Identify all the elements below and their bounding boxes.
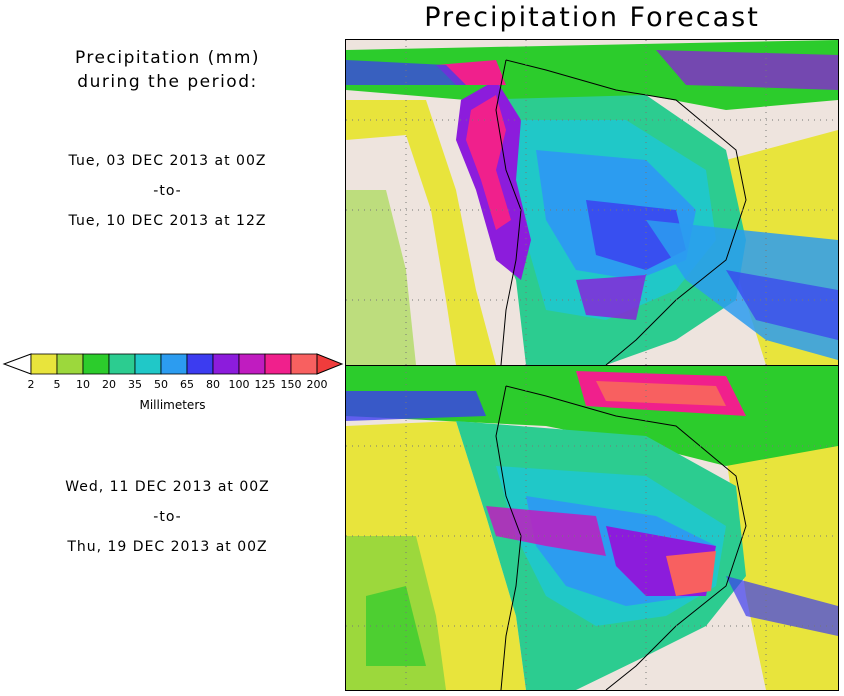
precip-band-heavy xyxy=(726,576,838,636)
period-2-start: Wed, 11 DEC 2013 at 00Z xyxy=(65,479,270,495)
precip-band-very-heavy xyxy=(656,50,838,90)
precip-band-very-heavy xyxy=(576,275,646,320)
precip-band-heavy xyxy=(346,391,486,421)
legend-tick: 10 xyxy=(76,378,90,391)
legend-tick: 200 xyxy=(306,378,328,391)
coastline xyxy=(495,385,747,690)
legend-swatch xyxy=(134,353,162,375)
precip-band-heavy xyxy=(346,60,466,85)
period-2-separator: -to- xyxy=(153,509,182,525)
lat-lon-grid xyxy=(346,40,838,365)
legend-tick: 50 xyxy=(154,378,168,391)
subtitle-line-2: during the period: xyxy=(77,72,258,92)
precip-band-heavy xyxy=(726,270,838,340)
legend-tick: 125 xyxy=(254,378,276,391)
legend-swatch xyxy=(160,353,188,375)
precip-band-light xyxy=(346,190,416,365)
legend-tick: 65 xyxy=(180,378,194,391)
precip-band-heavy xyxy=(586,200,686,270)
legend-units: Millimeters xyxy=(139,398,206,412)
precip-map-2 xyxy=(346,366,838,690)
coastline xyxy=(495,59,747,365)
period-2: Wed, 11 DEC 2013 at 00Z -to- Thu, 19 DEC… xyxy=(0,472,335,562)
legend-swatch xyxy=(186,353,214,375)
map-title: Precipitation Forecast xyxy=(424,2,760,33)
legend-tick: 80 xyxy=(206,378,220,391)
legend-tick: 5 xyxy=(53,378,61,391)
period-1-end: Tue, 10 DEC 2013 at 12Z xyxy=(68,213,267,229)
lat-lon-grid xyxy=(346,366,838,690)
legend-tick: 150 xyxy=(280,378,302,391)
legend-swatch xyxy=(238,353,266,375)
subtitle: Precipitation (mm) during the period: xyxy=(0,46,335,94)
legend-over-arrow xyxy=(316,353,344,375)
legend-swatch xyxy=(212,353,240,375)
legend-swatch xyxy=(56,353,84,375)
legend-swatch xyxy=(264,353,292,375)
period-2-end: Thu, 19 DEC 2013 at 00Z xyxy=(67,539,268,555)
precip-band-medium xyxy=(366,586,426,666)
precip-band-extreme xyxy=(466,95,511,230)
legend-swatch xyxy=(108,353,136,375)
legend-swatch xyxy=(82,353,110,375)
legend-swatch xyxy=(290,353,318,375)
precip-map-1 xyxy=(346,40,838,365)
map-panel-period-1 xyxy=(345,39,839,366)
precip-band-extreme xyxy=(666,551,716,596)
period-1-start: Tue, 03 DEC 2013 at 00Z xyxy=(68,153,267,169)
legend-tick: 20 xyxy=(102,378,116,391)
legend-tick: 35 xyxy=(128,378,142,391)
precip-band-extreme xyxy=(596,381,726,406)
legend-tick: 100 xyxy=(228,378,250,391)
period-1: Tue, 03 DEC 2013 at 00Z -to- Tue, 10 DEC… xyxy=(0,146,335,236)
subtitle-line-1: Precipitation (mm) xyxy=(74,48,261,68)
map-panel-period-2 xyxy=(345,365,839,691)
precip-band-very-heavy xyxy=(486,506,606,556)
legend-tick: 2 xyxy=(27,378,35,391)
color-legend xyxy=(2,353,344,375)
legend-under-arrow xyxy=(2,353,32,375)
period-1-separator: -to- xyxy=(153,183,182,199)
legend-swatch xyxy=(30,353,58,375)
